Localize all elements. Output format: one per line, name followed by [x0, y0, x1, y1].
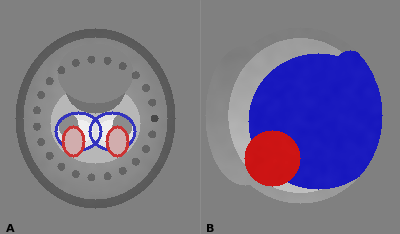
Text: A: A [6, 224, 15, 234]
Text: B: B [206, 224, 214, 234]
